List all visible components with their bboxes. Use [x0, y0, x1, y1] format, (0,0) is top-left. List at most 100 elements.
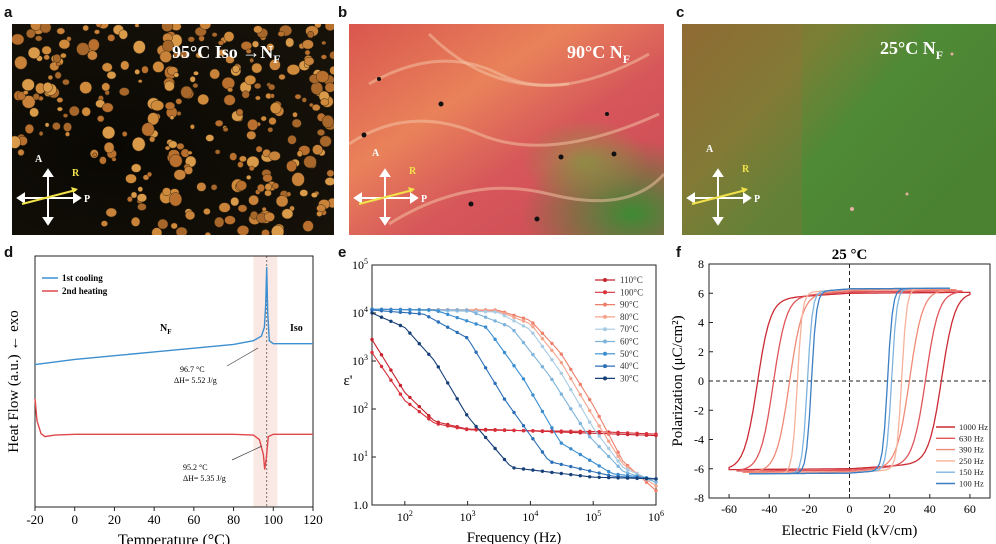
- nf-droplet: [312, 144, 323, 156]
- nf-droplet: [95, 24, 102, 28]
- data-point: [512, 410, 516, 415]
- analyzer-label-a: A: [35, 154, 43, 165]
- x-tick-label-f: -60: [721, 502, 737, 516]
- legend-label-f: 630 Hz: [959, 433, 984, 443]
- legend-label: 50°C: [620, 349, 639, 359]
- nf-droplet: [42, 82, 53, 93]
- nf-droplet: [299, 189, 309, 197]
- nf-droplet: [296, 150, 303, 158]
- x-tick-label-e: 105: [585, 509, 601, 524]
- nf-droplet: [164, 101, 176, 111]
- nf-droplet: [136, 193, 147, 203]
- data-point: [427, 308, 431, 312]
- nf-droplet: [162, 187, 172, 197]
- legend-label: 90°C: [620, 300, 639, 310]
- nf-droplet: [159, 50, 172, 63]
- legend-label: 70°C: [620, 324, 639, 334]
- data-point: [569, 387, 573, 392]
- micrograph-a-title: 95°C Iso →NF: [172, 42, 281, 66]
- legend-marker: [603, 314, 607, 319]
- micrograph-b-title: 90°C NF: [567, 42, 630, 66]
- data-point: [644, 480, 649, 484]
- nf-droplet: [173, 72, 180, 78]
- nf-droplet: [58, 39, 71, 50]
- data-point: [625, 431, 630, 435]
- nf-droplet: [227, 87, 234, 93]
- chart-e-permittivity: 102 103 104 105 106 1.0 101 102 103 104 105 Frequen…: [343, 257, 664, 544]
- chart-title-f: 25 °C: [832, 247, 868, 263]
- legend-label-f: 250 Hz: [959, 456, 984, 466]
- data-point: [644, 432, 649, 436]
- data-point: [597, 464, 601, 468]
- nf-droplet: [247, 118, 259, 131]
- nf-droplet: [101, 82, 111, 92]
- data-point: [427, 414, 431, 418]
- nf-droplet: [169, 192, 183, 207]
- data-point: [588, 469, 592, 473]
- nf-droplet: [151, 227, 163, 235]
- legend-marker: [603, 351, 607, 356]
- data-point: [398, 383, 403, 388]
- nf-droplet: [127, 196, 133, 203]
- nf-droplet: [103, 141, 115, 154]
- panel-a-letter: a: [4, 4, 13, 21]
- nf-droplet: [52, 54, 62, 63]
- legend-label: 100°C: [620, 287, 643, 297]
- data-point: [483, 428, 488, 432]
- nf-droplet: [230, 196, 240, 207]
- nf-droplet: [119, 87, 130, 97]
- data-point: [521, 316, 526, 320]
- nf-droplet: [229, 152, 238, 161]
- data-point: [607, 475, 611, 480]
- data-point: [493, 428, 497, 432]
- nf-droplet: [79, 81, 93, 94]
- x-axis-label-f: Electric Field (kV/cm): [782, 523, 918, 539]
- nf-droplet: [141, 65, 149, 74]
- nf-droplet: [286, 160, 297, 172]
- data-point: [493, 310, 497, 314]
- nf-droplet: [82, 24, 89, 32]
- nf-droplet: [329, 50, 334, 60]
- y-tick-label-f: -8: [694, 491, 704, 505]
- nf-droplet: [137, 203, 147, 211]
- data-point: [446, 325, 450, 329]
- nf-droplet: [21, 95, 36, 109]
- nf-droplet: [62, 78, 70, 86]
- nf-droplet: [316, 204, 326, 213]
- data-point: [521, 324, 526, 328]
- data-point: [559, 360, 563, 365]
- nf-droplet: [218, 202, 231, 213]
- nf-droplet: [175, 98, 183, 105]
- data-point: [550, 358, 554, 362]
- hysteresis-loop-2: [742, 288, 957, 474]
- nf-droplet: [277, 30, 285, 37]
- nf-droplet: [100, 220, 108, 227]
- nf-droplet: [137, 186, 144, 193]
- nf-droplet: [150, 100, 165, 112]
- data-point: [607, 454, 611, 459]
- nf-droplet: [180, 85, 193, 99]
- data-point: [427, 417, 431, 421]
- nf-droplet: [225, 55, 235, 64]
- nf-droplet: [193, 70, 199, 76]
- nf-droplet: [205, 134, 215, 142]
- data-point: [597, 424, 601, 428]
- data-point: [379, 315, 384, 319]
- nf-droplet: [304, 49, 311, 56]
- nf-droplet: [141, 122, 155, 137]
- legend-label-cooling: 1st cooling: [62, 273, 103, 283]
- data-point: [436, 365, 440, 369]
- data-point: [569, 407, 573, 411]
- panel-f-letter: f: [676, 244, 681, 261]
- nf-droplet: [130, 216, 141, 227]
- data-point: [559, 371, 563, 375]
- data-point: [398, 392, 403, 396]
- nf-droplet: [175, 226, 188, 235]
- data-point: [597, 444, 601, 449]
- nf-droplet: [132, 40, 146, 54]
- nf-droplet: [232, 65, 240, 73]
- data-point: [569, 447, 573, 451]
- nf-droplet: [244, 74, 257, 86]
- nf-droplet: [26, 28, 36, 39]
- data-point: [370, 350, 374, 355]
